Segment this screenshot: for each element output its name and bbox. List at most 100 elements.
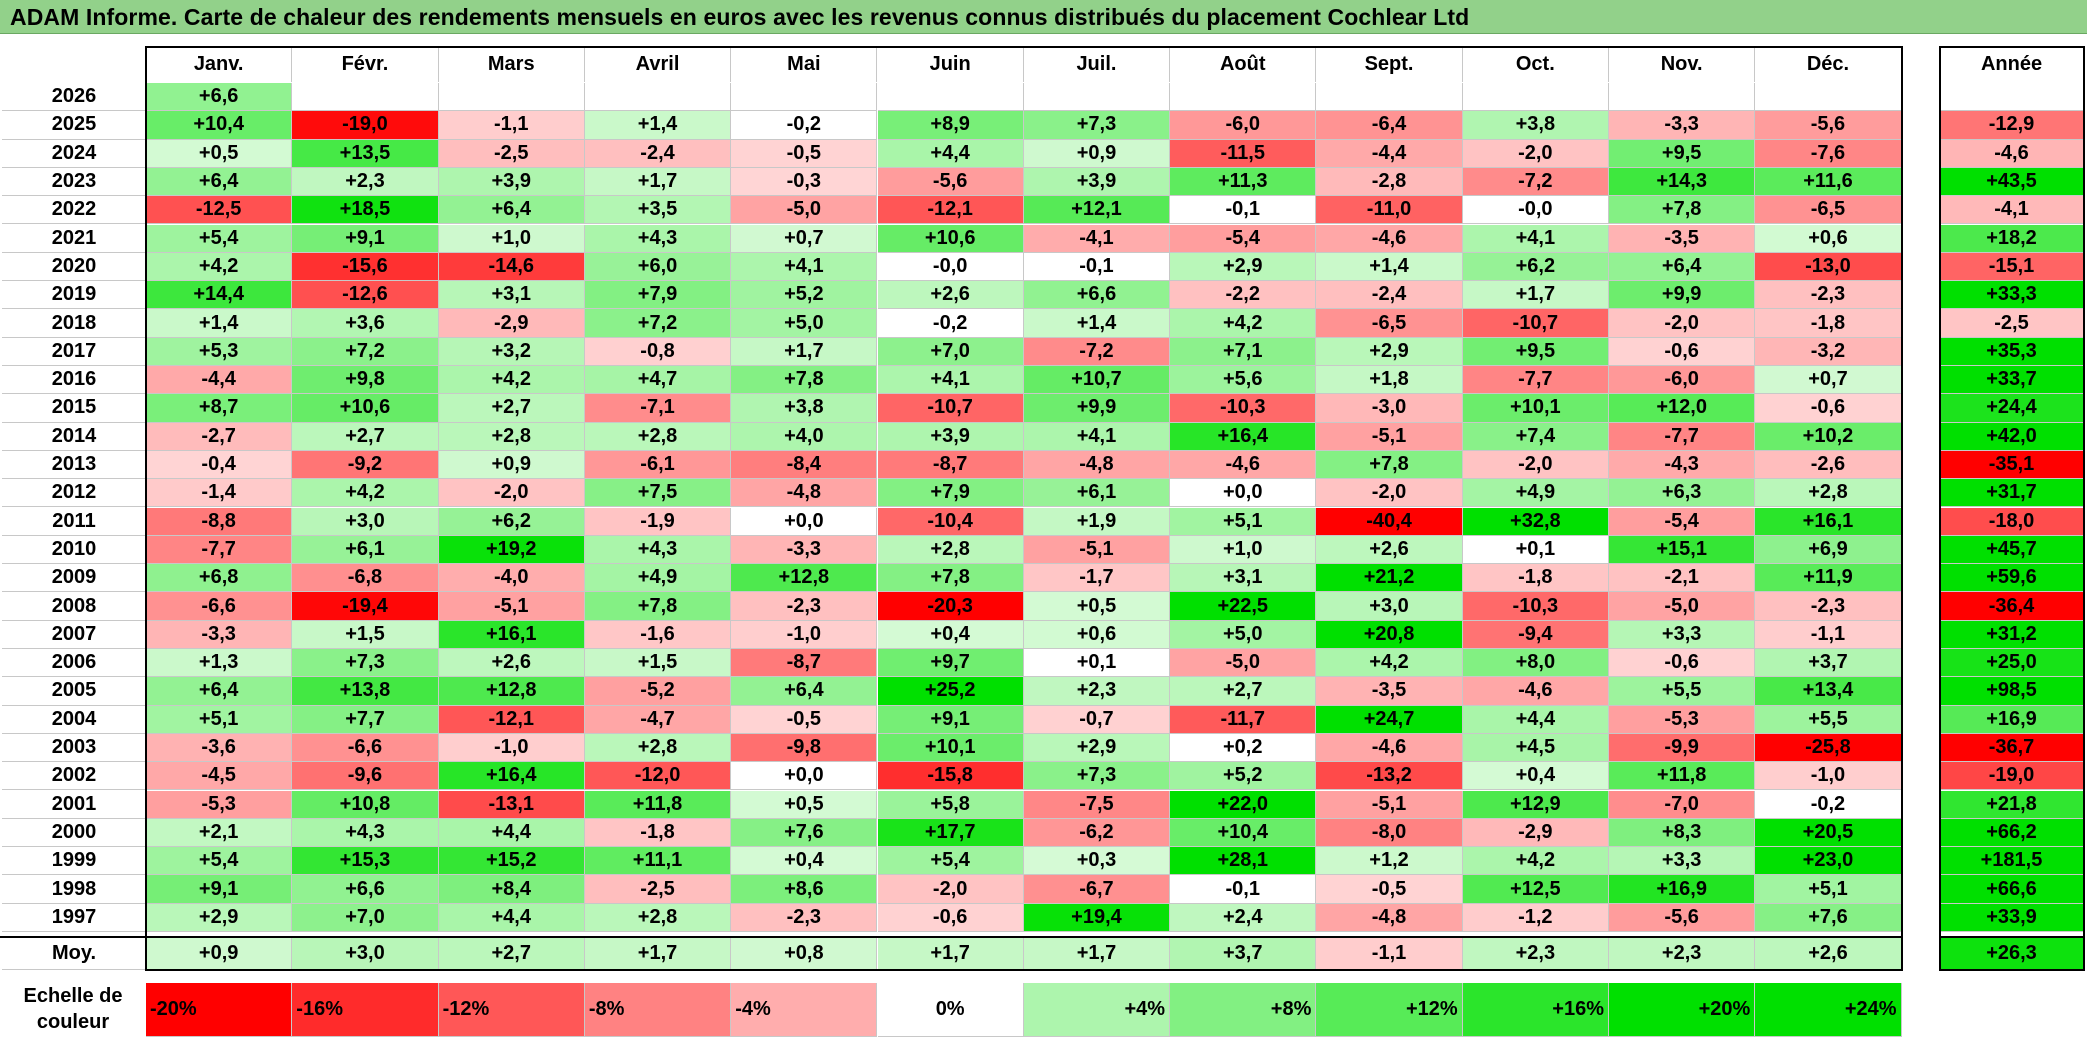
heatmap-cell: -7,2 xyxy=(1023,337,1171,366)
average-cell: +3,7 xyxy=(1170,938,1317,970)
annual-cell: +66,2 xyxy=(1940,818,2084,848)
heatmap-cell: -1,0 xyxy=(1755,762,1902,791)
heatmap-cell: -3,3 xyxy=(146,620,293,649)
heatmap-cell: +22,0 xyxy=(1170,790,1317,819)
heatmap-cell: -1,0 xyxy=(731,620,878,649)
annual-cell: -18,0 xyxy=(1940,507,2084,536)
heatmap-cell: -12,5 xyxy=(146,196,293,225)
heatmap-cell: +16,1 xyxy=(438,620,585,649)
average-cell: +2,3 xyxy=(1462,938,1609,970)
heatmap-cell: +2,7 xyxy=(292,422,439,451)
heatmap-cell: -1,8 xyxy=(584,818,732,848)
heatmap-cell: +6,0 xyxy=(584,252,732,282)
heatmap-cell: +7,6 xyxy=(731,818,878,848)
heatmap-cell: +5,4 xyxy=(146,224,293,253)
heatmap-cell: +2,7 xyxy=(438,394,585,423)
heatmap-cell: +2,9 xyxy=(1316,337,1463,366)
heatmap-cell: +0,6 xyxy=(1023,620,1171,649)
heatmap-cell: +10,6 xyxy=(292,394,439,423)
heatmap-cell: +0,4 xyxy=(731,847,878,876)
heatmap-cell: -5,0 xyxy=(1170,649,1317,678)
heatmap-cell: +3,1 xyxy=(1170,564,1317,593)
month-header: Avril xyxy=(584,47,732,82)
color-scale-cell: +16% xyxy=(1462,983,1609,1037)
heatmap-cell: -1,8 xyxy=(1755,309,1902,338)
heatmap-cell: +11,6 xyxy=(1755,167,1902,197)
heatmap-cell: -0,1 xyxy=(1023,252,1171,282)
heatmap-cell: +2,8 xyxy=(1755,479,1902,508)
heatmap-cell xyxy=(1462,83,1609,112)
year-label: 2016 xyxy=(2,366,146,395)
heatmap-cell: +5,8 xyxy=(877,790,1024,819)
year-label: 2006 xyxy=(2,649,146,678)
heatmap-cell: -11,0 xyxy=(1316,196,1463,225)
heatmap-cell: -2,5 xyxy=(584,875,732,904)
heatmap-cell xyxy=(438,83,585,112)
heatmap-cell: +4,1 xyxy=(1023,422,1171,451)
heatmap-cell: -2,0 xyxy=(1462,139,1609,168)
heatmap-cell: -2,4 xyxy=(584,139,732,168)
heatmap-cell: +12,5 xyxy=(1462,875,1609,904)
heatmap-cell: +1,4 xyxy=(1316,252,1463,282)
heatmap-cell: +7,8 xyxy=(877,564,1024,593)
heatmap-cell: +0,3 xyxy=(1023,847,1171,876)
heatmap-cell: +2,9 xyxy=(146,903,293,932)
heatmap-cell: +3,6 xyxy=(292,309,439,338)
heatmap-cell: -8,7 xyxy=(877,450,1024,480)
heatmap-cell: +10,8 xyxy=(292,790,439,819)
heatmap-cell: +7,3 xyxy=(1023,762,1171,791)
heatmap-cell xyxy=(1609,83,1756,112)
color-scale-label: Echelle de couleur xyxy=(23,985,123,1033)
month-header: Déc. xyxy=(1755,47,1902,82)
heatmap-cell: -0,6 xyxy=(877,903,1024,932)
annual-cell: +16,9 xyxy=(1940,705,2084,734)
average-separator xyxy=(1940,936,2084,938)
heatmap-cell: +4,1 xyxy=(877,366,1024,395)
heatmap-cell: +5,4 xyxy=(877,847,1024,876)
heatmap-cell: -11,5 xyxy=(1170,139,1317,168)
heatmap-cell: -15,6 xyxy=(292,252,439,282)
heatmap-cell: +4,9 xyxy=(584,564,732,593)
heatmap-cell: +0,0 xyxy=(731,507,878,536)
heatmap-cell: +13,5 xyxy=(292,139,439,168)
heatmap-cell: -12,6 xyxy=(292,281,439,310)
heatmap-cell: -4,6 xyxy=(1316,224,1463,253)
year-label: 2022 xyxy=(2,196,146,225)
annual-cell: +25,0 xyxy=(1940,649,2084,678)
year-label: 2007 xyxy=(2,620,146,649)
heatmap-cell: -5,3 xyxy=(146,790,293,819)
heatmap-cell: +6,6 xyxy=(1023,281,1171,310)
year-label: 2010 xyxy=(2,535,146,565)
heatmap-cell: -12,0 xyxy=(584,762,732,791)
heatmap-cell: -5,0 xyxy=(1609,592,1756,621)
heatmap-cell: +5,0 xyxy=(731,309,878,338)
heatmap-cell: +11,9 xyxy=(1755,564,1902,593)
heatmap-cell: -7,2 xyxy=(1462,167,1609,197)
heatmap-cell: +0,6 xyxy=(1755,224,1902,253)
heatmap-cell: +0,4 xyxy=(1462,762,1609,791)
heatmap-cell: +14,4 xyxy=(146,281,293,310)
heatmap-cell: -8,0 xyxy=(1316,818,1463,848)
month-header: Juin xyxy=(877,47,1024,82)
year-label: 2009 xyxy=(2,564,146,593)
year-label: 2014 xyxy=(2,422,146,451)
heatmap-cell: +10,1 xyxy=(1462,394,1609,423)
heatmap-cell: -9,8 xyxy=(731,733,878,763)
heatmap-cell: -0,6 xyxy=(1609,337,1756,366)
heatmap-cell: +18,5 xyxy=(292,196,439,225)
heatmap-cell: +12,9 xyxy=(1462,790,1609,819)
heatmap-cell: -5,3 xyxy=(1609,705,1756,734)
heatmap-cell: -4,8 xyxy=(1316,903,1463,932)
heatmap-cell: -5,1 xyxy=(438,592,585,621)
annual-cell: +33,3 xyxy=(1940,281,2084,310)
heatmap-cell: -2,9 xyxy=(1462,818,1609,848)
heatmap-cell: -1,6 xyxy=(584,620,732,649)
heatmap-cell: +20,8 xyxy=(1316,620,1463,649)
heatmap-cell: +4,2 xyxy=(1316,649,1463,678)
month-header: Mars xyxy=(438,47,585,82)
heatmap-cell: -9,6 xyxy=(292,762,439,791)
year-label: 2003 xyxy=(2,733,146,763)
annual-cell: -36,7 xyxy=(1940,733,2084,763)
heatmap-cell: +6,4 xyxy=(146,167,293,197)
